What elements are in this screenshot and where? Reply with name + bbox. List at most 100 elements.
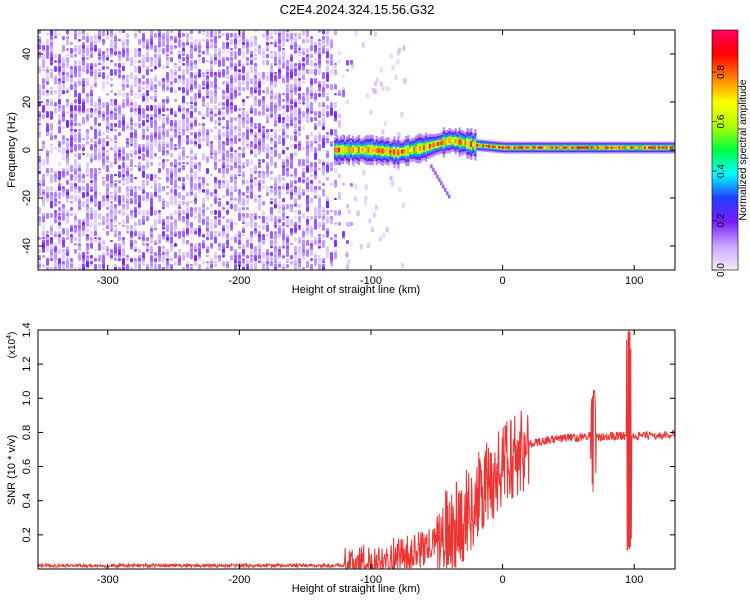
- heatmap-band-cell: [665, 146, 668, 149]
- heatmap-cell: [106, 165, 109, 173]
- heatmap-cell: [262, 102, 265, 106]
- heatmap-cell: [166, 240, 169, 243]
- heatmap-cell: [278, 135, 281, 141]
- heatmap-cell: [310, 84, 313, 88]
- heatmap-cell: [346, 69, 349, 72]
- heatmap-cell: [270, 246, 273, 249]
- heatmap-cell: [294, 126, 297, 129]
- heatmap-cell: [330, 45, 333, 49]
- heatmap-cell: [38, 180, 41, 184]
- heatmap-cell: [234, 96, 237, 99]
- heatmap-cell: [274, 72, 277, 75]
- heatmap-cell: [38, 114, 41, 118]
- heatmap-cell: [122, 102, 125, 109]
- heatmap-cell: [282, 39, 285, 47]
- heatmap-cell: [54, 204, 57, 207]
- heatmap-cell: [182, 114, 185, 120]
- heatmap-cell: [98, 168, 101, 171]
- heatmap-cell: [78, 162, 81, 166]
- heatmap-cell: [146, 267, 149, 270]
- heatmap-cell: [326, 51, 329, 59]
- heatmap-cell: [38, 69, 41, 74]
- heatmap-cell: [440, 181, 443, 186]
- heatmap-cell: [150, 264, 153, 270]
- heatmap-cell: [298, 132, 301, 137]
- heatmap-cell: [306, 231, 309, 234]
- heatmap-cell: [330, 210, 333, 213]
- heatmap-cell: [66, 87, 69, 91]
- heatmap-cell: [194, 138, 197, 141]
- heatmap-cell: [158, 156, 161, 161]
- heatmap-cell: [330, 54, 333, 60]
- heatmap-band-cell: [653, 146, 657, 149]
- heatmap-cell: [318, 30, 321, 33]
- y-tick-label: 0.8: [21, 425, 33, 440]
- heatmap-cell: [182, 267, 185, 270]
- heatmap-cell: [282, 255, 285, 259]
- heatmap-cell: [234, 237, 237, 241]
- heatmap-band-cell: [501, 146, 505, 149]
- heatmap-cell: [290, 102, 293, 105]
- heatmap-cell: [106, 249, 109, 252]
- heatmap-cell: [210, 141, 213, 144]
- heatmap-cell: [50, 177, 53, 184]
- heatmap-cell: [198, 111, 201, 116]
- heatmap-cell: [110, 117, 113, 120]
- heatmap-cell: [242, 252, 245, 257]
- heatmap-cell: [230, 36, 233, 39]
- heatmap-band-cell: [442, 139, 445, 146]
- heatmap-cell: [226, 201, 229, 206]
- heatmap-cell: [126, 126, 129, 129]
- heatmap-cell: [186, 117, 189, 124]
- heatmap-cell: [110, 33, 113, 39]
- heatmap-cell: [114, 219, 117, 223]
- heatmap-cell: [178, 78, 181, 83]
- heatmap-cell: [86, 81, 89, 87]
- heatmap-cell: [82, 153, 85, 156]
- heatmap-cell: [86, 111, 89, 114]
- heatmap-cell: [178, 51, 181, 54]
- heatmap-cell: [122, 249, 125, 257]
- heatmap-cell: [106, 57, 109, 61]
- heatmap-cell: [114, 93, 117, 96]
- heatmap-cell: [78, 234, 81, 237]
- heatmap-cell: [122, 225, 125, 228]
- heatmap-cell: [98, 54, 101, 57]
- heatmap-band-cell: [604, 146, 607, 149]
- heatmap-cell: [154, 33, 157, 38]
- heatmap-cell: [286, 237, 289, 244]
- heatmap-cell: [126, 99, 129, 107]
- heatmap-cell: [106, 153, 109, 157]
- heatmap-cell: [286, 249, 289, 257]
- heatmap-cell: [50, 90, 53, 96]
- heatmap-cell: [230, 165, 233, 171]
- heatmap-cell: [278, 210, 281, 214]
- heatmap-cell: [110, 195, 113, 199]
- heatmap-cell: [286, 219, 289, 226]
- heatmap-cell: [58, 99, 61, 105]
- heatmap-cell: [266, 135, 269, 138]
- heatmap-cell: [62, 228, 65, 235]
- heatmap-cell: [322, 108, 325, 115]
- heatmap-cell: [234, 129, 237, 133]
- heatmap-cell: [258, 204, 261, 211]
- heatmap-cell: [98, 237, 101, 241]
- heatmap-band-cell: [636, 146, 639, 149]
- heatmap-band-cell: [403, 149, 406, 154]
- heatmap-cell: [402, 45, 406, 51]
- heatmap-cell: [106, 207, 109, 210]
- heatmap-cell: [42, 264, 45, 268]
- heatmap-cell: [218, 258, 221, 262]
- heatmap-cell: [326, 39, 329, 47]
- heatmap-cell: [242, 234, 245, 236]
- heatmap-cell: [278, 201, 281, 203]
- heatmap-cell: [102, 102, 105, 109]
- heatmap-cell: [182, 120, 185, 128]
- heatmap-cell: [150, 120, 153, 124]
- heatmap-cell: [314, 216, 317, 219]
- heatmap-cell: [234, 78, 237, 84]
- heatmap-cell: [78, 195, 81, 198]
- heatmap-cell: [70, 240, 73, 244]
- heatmap-cell: [186, 156, 189, 159]
